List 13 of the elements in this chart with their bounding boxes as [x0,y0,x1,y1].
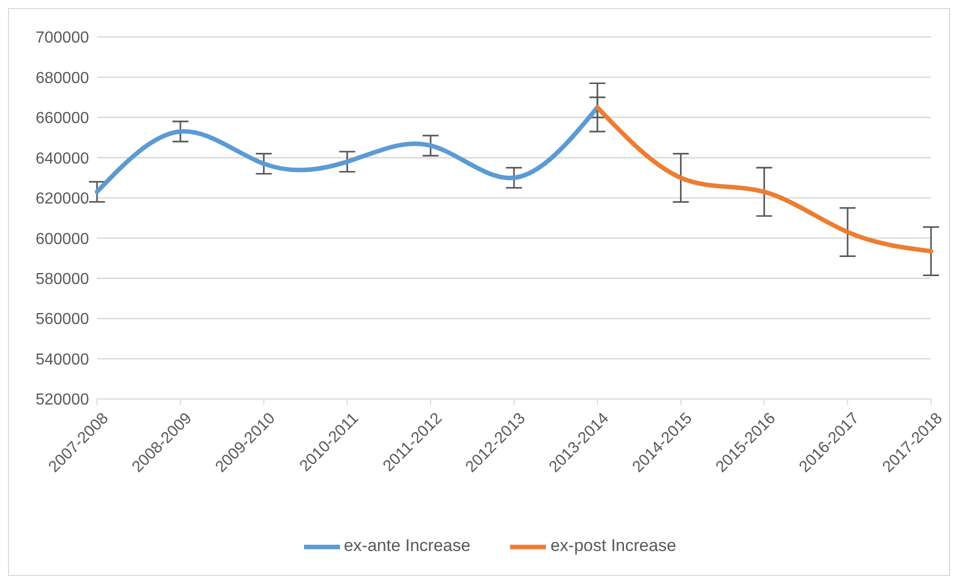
y-tick-label: 520000 [36,392,90,409]
line-series [595,105,934,254]
legend-label: ex-post Increase [550,536,676,556]
legend-label: ex-ante Increase [344,536,470,556]
y-tick-label: 680000 [36,70,90,87]
y-tick-label: 660000 [36,110,90,128]
y-tick-label: 600000 [36,230,90,248]
y-tick-label: 540000 [36,351,90,368]
y-tick-label: 620000 [36,190,90,208]
y-tick-label: 560000 [36,311,90,328]
y-tick-label: 640000 [36,150,90,168]
y-tick-label: 700000 [36,30,90,47]
y-tick-label: 580000 [36,271,90,288]
